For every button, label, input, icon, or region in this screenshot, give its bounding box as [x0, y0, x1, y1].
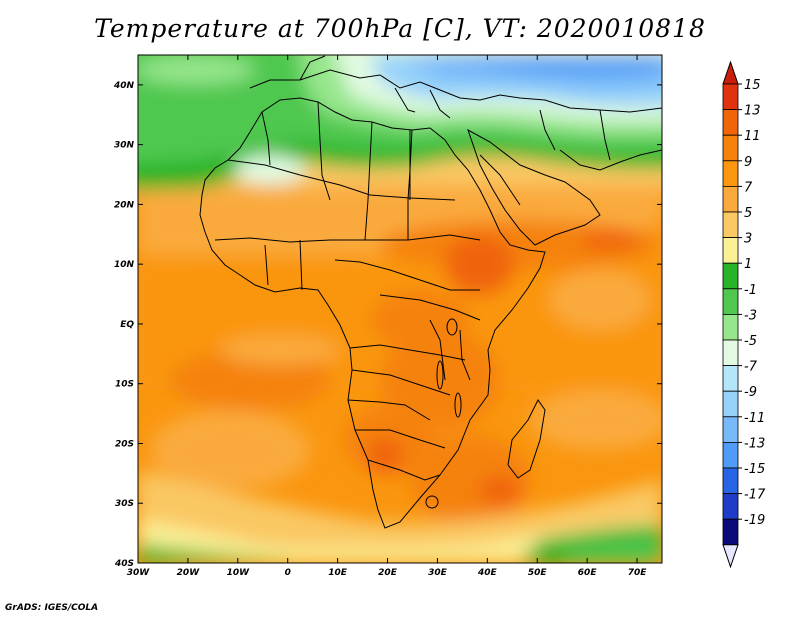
lat-tick-label: 20S: [115, 439, 134, 449]
lat-tick-label: 40N: [113, 81, 135, 91]
lat-tick-label: 10N: [114, 260, 135, 270]
credit-text: GrADS: IGES/COLA: [5, 603, 99, 613]
colorbar-label: -1: [744, 283, 757, 298]
colorbar-top-arrow: [722, 60, 739, 85]
colorbar-swatch: [722, 134, 739, 162]
colorbar-swatch: [722, 467, 739, 495]
colorbar-label: 3: [744, 232, 752, 247]
colorbar-label: -3: [744, 308, 757, 323]
temperature-field: [138, 55, 662, 563]
lon-tick-label: 30W: [127, 568, 151, 578]
colorbar-swatch: [722, 109, 739, 136]
coastlines: [199, 55, 662, 529]
colorbar-label: 11: [744, 129, 761, 144]
lon-tick-label: 50E: [528, 568, 548, 578]
colorbar-label: -11: [744, 411, 765, 426]
colorbar-swatch: [722, 441, 739, 469]
colorbar-swatch: [722, 493, 739, 520]
colorbar-swatch: [722, 211, 739, 239]
colorbar-swatch: [722, 518, 739, 546]
colorbar-swatch: [722, 313, 739, 341]
colorbar-label: -19: [744, 513, 765, 528]
colorbar-label: -15: [744, 462, 765, 477]
lat-tick-label: 40S: [114, 559, 134, 569]
colorbar-label: 15: [744, 78, 761, 93]
colorbar-swatch: [722, 237, 739, 264]
colorbar-label: 7: [744, 180, 753, 195]
lat-tick-label: 10S: [115, 380, 134, 390]
lon-tick-label: 20W: [177, 568, 201, 578]
colorbar-bottom-arrow: [722, 544, 739, 569]
colorbar-label: 1: [744, 257, 752, 272]
colorbar-swatch: [722, 160, 739, 187]
colorbar-swatch: [722, 416, 739, 443]
colorbar-label: -17: [744, 488, 766, 503]
plot-frame: [137, 54, 663, 564]
colorbar-swatch: [722, 262, 739, 290]
lon-tick-label: 40E: [477, 568, 498, 578]
colorbar-swatch: [722, 185, 739, 213]
colorbar: 15 13 11 9 7 5 3 1 -1 -3 -5 -7 -9 -11 -13 -15 -17 -19: [722, 60, 766, 569]
lat-tick-label: 20N: [114, 200, 135, 210]
lon-tick-label: 70E: [628, 568, 648, 578]
lat-tick-label: 30S: [115, 499, 134, 509]
lon-tick-label: 10E: [328, 568, 348, 578]
lon-tick-label: 0: [285, 568, 291, 578]
lon-tick-label: 10W: [227, 568, 251, 578]
lon-tick-label: 20E: [378, 568, 398, 578]
lon-tick-label: 60E: [578, 568, 598, 578]
colorbar-swatch: [722, 83, 739, 111]
lon-tick-label: 30E: [428, 568, 448, 578]
lat-tick-label: EQ: [120, 320, 134, 330]
latitude-axis: 40N 30N 20N 10N EQ 10S 20S 30S 40S: [113, 81, 662, 569]
colorbar-swatch: [722, 365, 739, 392]
colorbar-label: -5: [744, 334, 757, 349]
colorbar-swatch: [722, 390, 739, 418]
colorbar-label: 9: [744, 155, 752, 170]
colorbar-label: -9: [744, 385, 757, 400]
colorbar-label: -13: [744, 436, 765, 451]
colorbar-label: 5: [744, 206, 752, 221]
colorbar-label: -7: [744, 360, 758, 375]
longitude-axis: 30W 20W 10W 0 10E 20E 30E 40E 50E 60E 70E: [127, 55, 647, 578]
lat-tick-label: 30N: [114, 141, 135, 151]
colorbar-swatch: [722, 339, 739, 367]
chart-title: Temperature at 700hPa [C], VT: 202001081…: [94, 14, 706, 43]
colorbar-label: 13: [744, 104, 761, 119]
colorbar-swatch: [722, 288, 739, 315]
